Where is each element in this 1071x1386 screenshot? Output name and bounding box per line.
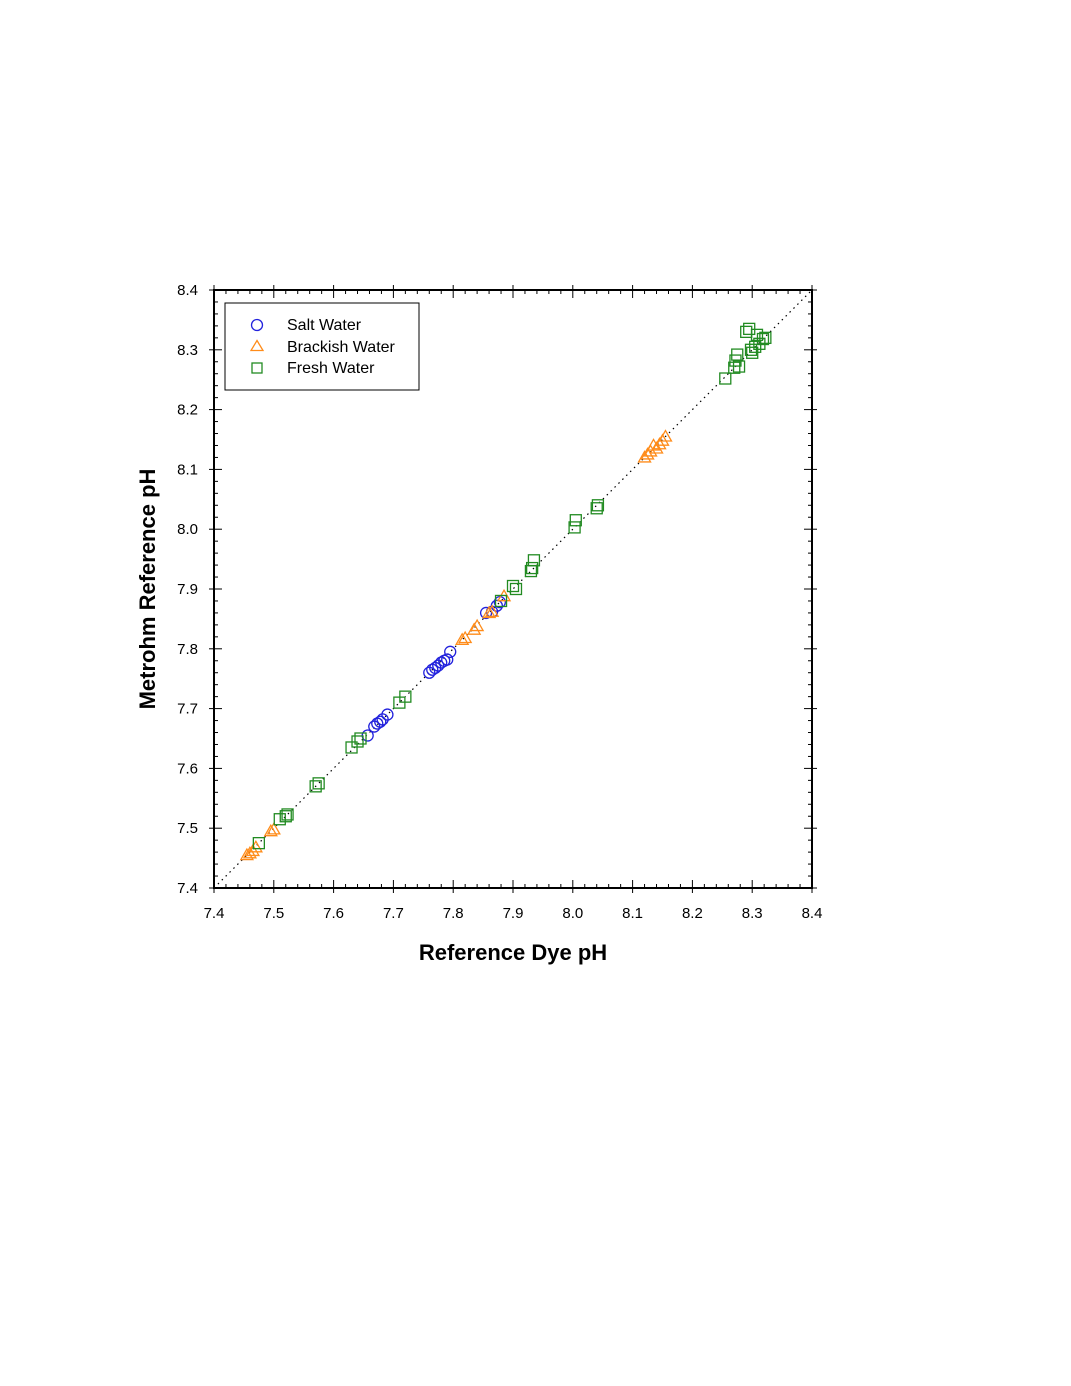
legend-square-marker [251, 362, 263, 374]
fresh-water-point [569, 514, 582, 527]
data-points [239, 322, 772, 861]
legend-label-fresh-water: Fresh Water [287, 360, 375, 377]
brackish-water-point [458, 630, 473, 644]
x-tick-label: 8.1 [622, 905, 643, 922]
brackish-water-point [640, 447, 655, 460]
fresh-water-point [494, 594, 508, 608]
y-tick-label: 7.9 [177, 581, 198, 598]
fresh-water-point [506, 579, 520, 593]
brackish-water-point [242, 846, 258, 859]
fresh-water-point [719, 372, 732, 385]
x-tick-label: 8.3 [742, 905, 763, 922]
fresh-water-point [252, 837, 266, 850]
salt-water-point [444, 645, 457, 658]
legend-circle-marker [250, 318, 264, 332]
x-tick-label: 7.7 [383, 905, 404, 922]
y-tick-label: 7.4 [177, 880, 198, 897]
legend: Salt Water Brackish Water Fresh Water [224, 302, 420, 391]
y-tick-label: 7.7 [177, 701, 198, 718]
y-tick-label: 7.5 [177, 820, 198, 837]
salt-water-point [435, 656, 448, 669]
y-tick-labels: 7.4 7.5 7.6 7.7 7.8 7.9 8.0 8.1 8.2 8.3 8.4 [177, 282, 198, 897]
fresh-water-point [732, 360, 746, 373]
x-tick-label: 8.2 [682, 905, 703, 922]
fresh-water-point [279, 810, 292, 823]
y-tick-label: 8.4 [177, 282, 198, 299]
brackish-water-point [643, 444, 658, 457]
salt-water-point [376, 713, 389, 726]
legend-item-salt-water: Salt Water [250, 317, 362, 334]
brackish-water-point [239, 847, 255, 861]
one-to-one-reference-line [213, 289, 813, 889]
fresh-water-point [527, 554, 541, 567]
fresh-water-point [728, 361, 741, 374]
fresh-water-point [309, 780, 322, 793]
series-fresh-water [252, 322, 772, 850]
legend-item-fresh-water: Fresh Water [251, 360, 375, 377]
salt-water-point [479, 606, 493, 620]
y-tick-label: 8.3 [177, 342, 198, 359]
salt-water-point [374, 715, 387, 728]
brackish-water-point [658, 429, 673, 442]
plot-frame [213, 289, 813, 889]
brackish-water-point [469, 618, 485, 632]
fresh-water-point [354, 732, 367, 745]
x-tick-label: 7.9 [503, 905, 524, 922]
legend-label-brackish-water: Brackish Water [287, 339, 396, 356]
fresh-water-point [590, 502, 603, 515]
x-tick-label: 8.0 [562, 905, 583, 922]
fresh-water-point [312, 777, 325, 790]
fresh-water-point [756, 332, 770, 346]
brackish-water-point [467, 622, 482, 635]
fresh-water-point [525, 561, 539, 575]
salt-water-point [381, 708, 394, 721]
fresh-water-point [509, 582, 523, 596]
fresh-water-point [399, 690, 412, 703]
x-tick-label: 7.8 [443, 905, 464, 922]
brackish-water-point [484, 604, 500, 617]
x-tick-label: 7.4 [204, 905, 225, 922]
y-tick-label: 8.1 [177, 461, 198, 478]
y-tick-label: 8.0 [177, 521, 198, 538]
series-salt-water [361, 596, 506, 742]
fresh-water-point [281, 808, 294, 821]
y-tick-label: 7.8 [177, 641, 198, 658]
fresh-water-point [740, 325, 753, 339]
y-tick-label: 7.6 [177, 760, 198, 777]
y-tick-label: 8.2 [177, 402, 198, 419]
fresh-water-point [749, 340, 762, 353]
x-tick-label: 8.4 [802, 905, 823, 922]
fresh-water-point [759, 331, 772, 344]
fresh-water-point [568, 521, 581, 534]
brackish-water-point [266, 822, 281, 835]
x-tick-labels: 7.4 7.5 7.6 7.7 7.8 7.9 8.0 8.1 8.2 8.3 8.4 [204, 905, 823, 922]
x-axis-title: Reference Dye pH [419, 940, 607, 965]
x-tick-label: 7.5 [263, 905, 284, 922]
x-tick-label: 7.6 [323, 905, 344, 922]
brackish-water-point [263, 823, 278, 837]
fresh-water-point [351, 735, 364, 748]
brackish-water-point [245, 843, 260, 857]
salt-water-point [441, 653, 454, 666]
fresh-water-point [731, 348, 744, 361]
brackish-water-point [652, 436, 667, 450]
legend-triangle-marker [249, 339, 265, 352]
legend-box [224, 302, 420, 391]
series-brackish-water [239, 429, 673, 861]
brackish-water-point [481, 605, 497, 619]
brackish-water-point [455, 632, 470, 645]
legend-label-salt-water: Salt Water [287, 317, 362, 334]
fresh-water-point [591, 499, 605, 512]
brackish-water-point [637, 450, 652, 463]
legend-item-brackish-water: Brackish Water [249, 339, 396, 356]
y-axis-title: Metrohm Reference pH [135, 469, 160, 710]
